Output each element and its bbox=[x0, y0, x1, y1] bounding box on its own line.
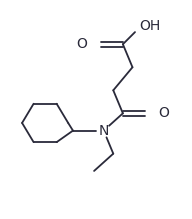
Text: N: N bbox=[98, 124, 109, 138]
Text: O: O bbox=[77, 37, 88, 51]
Text: OH: OH bbox=[139, 19, 160, 33]
Text: O: O bbox=[158, 106, 169, 120]
